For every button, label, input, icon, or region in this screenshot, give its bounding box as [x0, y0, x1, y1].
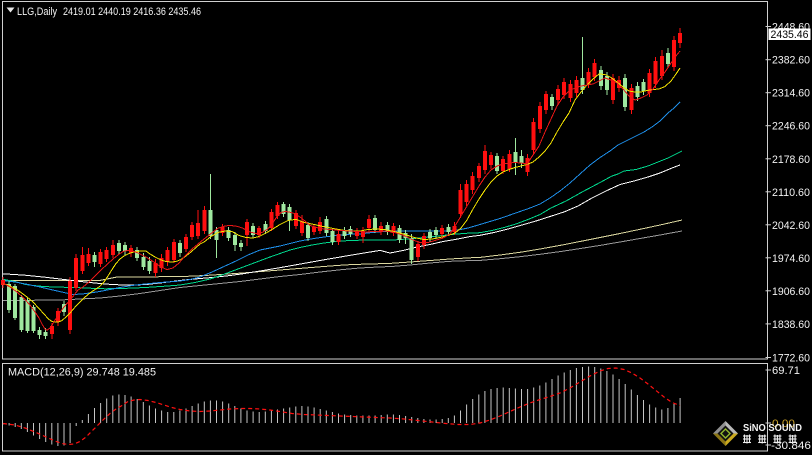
svg-text:2419.01 2440.19 2416.36 2435.4: 2419.01 2440.19 2416.36 2435.46	[63, 6, 201, 18]
svg-text:1974.60: 1974.60	[772, 253, 810, 265]
svg-text:SiNO SOUND: SiNO SOUND	[743, 422, 802, 434]
svg-text:2110.60: 2110.60	[772, 187, 810, 199]
svg-text:1838.60: 1838.60	[772, 319, 810, 331]
svg-text:MACD(12,26,9) 29.748 19.485: MACD(12,26,9) 29.748 19.485	[8, 367, 156, 379]
svg-text:69.71: 69.71	[772, 365, 800, 377]
svg-text:2314.60: 2314.60	[772, 88, 810, 100]
svg-text:2382.60: 2382.60	[772, 55, 810, 67]
svg-text:0.00: 0.00	[772, 418, 795, 430]
svg-text:2435.46: 2435.46	[771, 29, 809, 41]
svg-text:1906.60: 1906.60	[772, 286, 810, 298]
svg-text:1772.60: 1772.60	[772, 353, 810, 365]
svg-text:2042.60: 2042.60	[772, 220, 810, 232]
svg-text:2246.60: 2246.60	[772, 121, 810, 133]
svg-text:LLG,Daily: LLG,Daily	[17, 6, 57, 18]
svg-text:2178.60: 2178.60	[772, 154, 810, 166]
